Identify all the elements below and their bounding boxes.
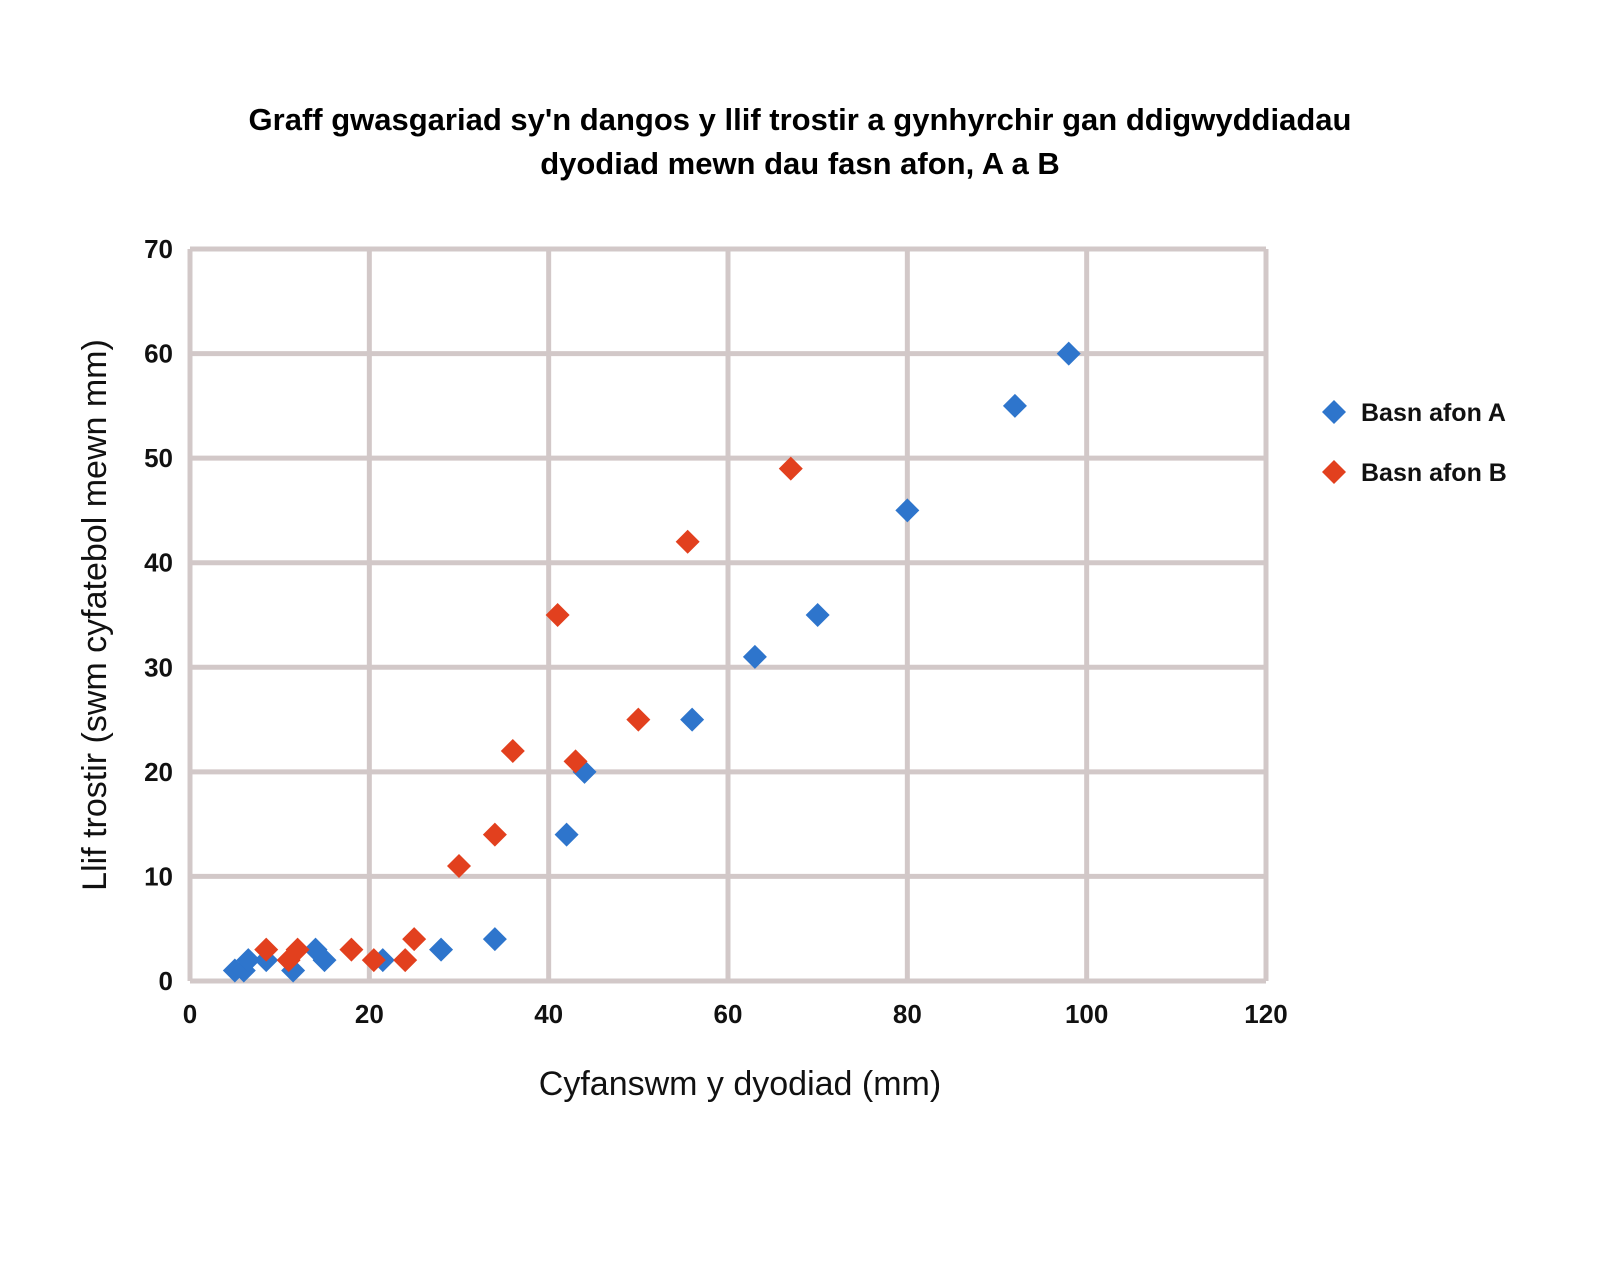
y-tick-label: 70 bbox=[144, 234, 173, 264]
series-a bbox=[222, 341, 1081, 983]
y-tick-label: 30 bbox=[144, 652, 173, 682]
legend-marker bbox=[1322, 400, 1346, 424]
data-point-b-4 bbox=[361, 948, 386, 973]
data-point-b-7 bbox=[447, 853, 471, 878]
data-point-b-0 bbox=[254, 937, 279, 962]
data-point-a-6 bbox=[312, 948, 337, 973]
plot-grid bbox=[187, 246, 1269, 984]
data-point-b-5 bbox=[393, 948, 418, 973]
data-point-b-12 bbox=[626, 707, 651, 732]
legend-marker bbox=[1322, 460, 1346, 484]
data-point-a-10 bbox=[554, 822, 579, 847]
data-point-a-17 bbox=[1056, 341, 1081, 366]
data-point-a-12 bbox=[680, 707, 705, 732]
legend-label: Basn afon A bbox=[1361, 399, 1506, 427]
y-tick-label: 20 bbox=[144, 757, 173, 787]
legend: Basn afon A Basn afon B bbox=[1322, 399, 1507, 487]
y-tick-label: 40 bbox=[144, 548, 173, 578]
y-tick-label: 50 bbox=[144, 443, 173, 473]
data-point-b-8 bbox=[482, 822, 507, 847]
x-tick-label: 120 bbox=[1244, 999, 1287, 1029]
y-axis-title: Llif trostir (swm cyfatebol mewn mm) bbox=[76, 339, 114, 891]
x-tick-label: 40 bbox=[534, 999, 563, 1029]
data-point-a-2 bbox=[236, 948, 261, 973]
data-point-b-3 bbox=[339, 937, 364, 962]
x-tick-label: 0 bbox=[183, 999, 197, 1029]
data-point-a-8 bbox=[429, 937, 454, 962]
data-point-a-14 bbox=[805, 603, 830, 627]
data-point-a-13 bbox=[742, 644, 767, 669]
legend-label: Basn afon B bbox=[1361, 459, 1507, 487]
data-point-b-14 bbox=[778, 456, 803, 481]
x-axis-ticks: 0 20 40 60 80 100 120 bbox=[183, 999, 1288, 1029]
data-point-b-6 bbox=[402, 927, 427, 952]
data-point-b-2 bbox=[285, 937, 310, 962]
y-tick-label: 10 bbox=[144, 861, 173, 891]
data-series bbox=[222, 341, 1081, 983]
x-axis-title: Cyfanswm y dyodiad (mm) bbox=[539, 1065, 941, 1103]
chart-title-line-1: Graff gwasgariad sy'n dangos y llif tros… bbox=[249, 102, 1352, 137]
data-point-a-16 bbox=[1002, 393, 1027, 418]
x-tick-label: 100 bbox=[1065, 999, 1108, 1029]
chart-title-line-2: dyodiad mewn dau fasn afon, A a B bbox=[540, 146, 1060, 181]
data-point-a-15 bbox=[895, 498, 920, 523]
legend-item-a: Basn afon A bbox=[1322, 399, 1506, 427]
x-tick-label: 20 bbox=[355, 999, 384, 1029]
x-tick-label: 80 bbox=[893, 999, 922, 1029]
data-point-a-9 bbox=[482, 927, 507, 952]
y-axis-ticks: 0 10 20 30 40 50 60 70 bbox=[144, 234, 173, 996]
data-point-b-10 bbox=[545, 603, 570, 627]
series-b bbox=[254, 456, 803, 973]
data-point-b-13 bbox=[675, 529, 700, 554]
data-point-b-9 bbox=[500, 738, 525, 763]
y-tick-label: 0 bbox=[159, 966, 173, 996]
data-point-b-11 bbox=[563, 749, 588, 774]
y-tick-label: 60 bbox=[144, 339, 173, 369]
x-tick-label: 60 bbox=[714, 999, 743, 1029]
legend-item-b: Basn afon B bbox=[1322, 459, 1507, 487]
